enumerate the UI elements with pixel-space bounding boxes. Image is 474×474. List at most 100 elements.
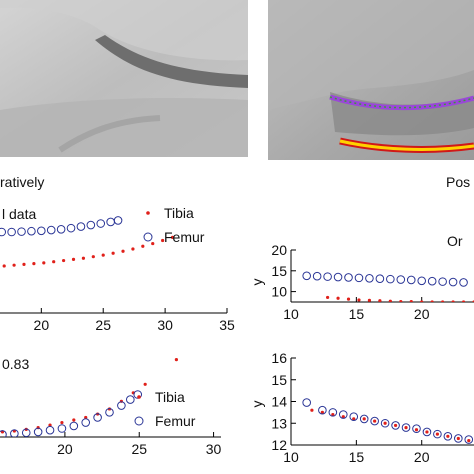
tibia-point [101, 253, 105, 257]
tibia-point [151, 241, 155, 246]
tibia-point [357, 298, 361, 302]
x-tick-label: 20 [34, 317, 50, 333]
tibia-point [131, 247, 135, 251]
legend-label: Femur [164, 229, 205, 245]
tibia-point [393, 423, 398, 428]
femur-point [422, 427, 432, 437]
x-tick-label: 20 [414, 306, 430, 322]
femur-point [323, 272, 332, 281]
femur-point [464, 435, 474, 444]
tibia-point [326, 295, 330, 300]
femur-point [365, 273, 374, 283]
y-tick-label: 10 [271, 284, 287, 300]
tibia-point [409, 299, 413, 302]
tibia-point [52, 260, 56, 264]
femur-point [66, 223, 76, 233]
x-tick-label: 15 [349, 306, 365, 322]
y-tick-label: 15 [271, 263, 287, 279]
tibia-point [414, 428, 419, 432]
tibia-point [84, 415, 88, 420]
x-tick-label: 20 [414, 449, 430, 465]
femur-point [0, 227, 7, 237]
femur-point [380, 418, 390, 428]
x-tick-label: 20 [57, 441, 73, 457]
tibia-point [435, 432, 439, 436]
data-points [302, 271, 474, 302]
tibia-point [32, 262, 36, 266]
femur-point [21, 428, 31, 437]
y-tick-label: 12 [271, 437, 287, 453]
tibia-point [111, 251, 115, 255]
femur-point [454, 434, 463, 443]
femur-point [448, 277, 458, 287]
legend-marker-tibia [137, 395, 141, 399]
tibia-point [373, 419, 377, 423]
femur-point [318, 405, 327, 415]
tibia-point [42, 261, 46, 265]
tibia-point [22, 262, 26, 266]
femur-point [302, 398, 311, 407]
xray-image-right [268, 0, 474, 160]
femur-point [344, 273, 353, 282]
femur-point [438, 277, 447, 286]
femur-point [401, 423, 411, 432]
femur-point [81, 418, 91, 427]
femur-point [113, 216, 123, 225]
x-tick-label: 25 [131, 441, 147, 457]
tibia-point [81, 256, 86, 260]
tibia-point [441, 300, 445, 302]
tibia-point [48, 423, 52, 427]
femur-point [333, 272, 343, 282]
tibia-point [72, 418, 76, 422]
tibia-point [430, 300, 434, 302]
femur-point [312, 271, 322, 281]
femur-point [33, 427, 43, 437]
x-tick-label: 10 [283, 449, 299, 465]
tibia-point [336, 296, 340, 300]
femur-point [427, 276, 437, 286]
chart-title: l data [2, 206, 36, 222]
femur-point [386, 274, 395, 284]
femur-point [37, 226, 46, 236]
tibia-point [388, 299, 392, 302]
femur-point [27, 226, 36, 236]
femur-point [375, 274, 385, 284]
x-tick-label: 25 [95, 317, 111, 333]
femur-point [46, 225, 56, 235]
femur-point [106, 217, 115, 227]
tibia-point [174, 358, 178, 362]
x-tick-label: 10 [283, 306, 299, 322]
femur-point [117, 401, 126, 410]
x-tick-label: 30 [206, 441, 222, 457]
femur-point [86, 220, 96, 230]
y-tick-label: 13 [271, 415, 287, 431]
tibia-point [461, 300, 466, 302]
femur-point [359, 414, 369, 424]
legend: Tibia Femur [143, 205, 205, 245]
data-points [0, 358, 178, 437]
xray-image-left [0, 0, 248, 157]
tibia-point [170, 235, 175, 239]
femur-point [45, 425, 55, 435]
tibia-point [62, 258, 66, 263]
femur-point [93, 413, 102, 422]
tibia-point [91, 255, 95, 259]
x-tick-label: 30 [157, 317, 173, 333]
femur-point [17, 227, 26, 236]
data-points [302, 398, 474, 444]
legend: Tibia Femur [134, 389, 196, 429]
femur-point [126, 395, 135, 404]
femur-point [69, 421, 79, 431]
femur-point [433, 429, 442, 439]
femur-point [133, 390, 143, 399]
y-axis-label: y [249, 401, 265, 408]
tibia-point [2, 264, 6, 268]
y-tick-label: 20 [271, 242, 287, 258]
legend-label: Femur [155, 413, 196, 429]
tibia-point [121, 249, 125, 253]
y-axis-label: y [249, 279, 265, 286]
tibia-point [12, 263, 16, 267]
series-femur [302, 271, 468, 287]
tibia-point [399, 299, 403, 302]
